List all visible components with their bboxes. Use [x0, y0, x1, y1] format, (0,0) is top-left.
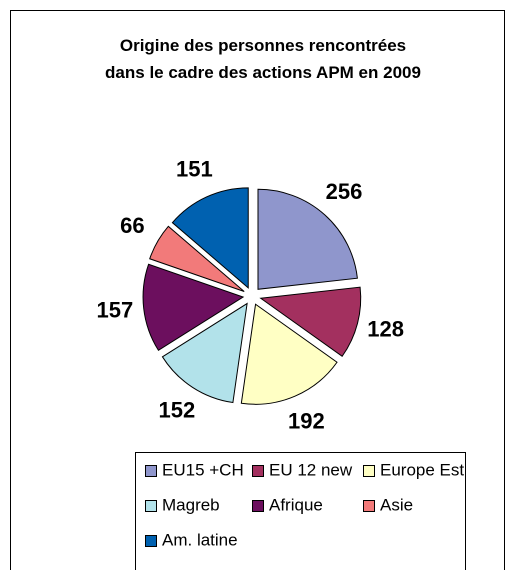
pie-slice	[142, 263, 245, 351]
legend-label: Asie	[380, 495, 413, 514]
pie-slice	[259, 286, 362, 357]
legend-label: Magreb	[162, 495, 220, 514]
legend-label: Europe Est	[380, 460, 464, 479]
legend-swatch	[145, 465, 157, 477]
legend-label: Am. latine	[162, 530, 238, 549]
value-label: 256	[326, 179, 363, 204]
legend-swatch	[252, 500, 264, 512]
pie-slice	[149, 225, 245, 292]
pie-slice	[161, 302, 248, 404]
legend-swatch	[145, 500, 157, 512]
legend-swatch	[145, 535, 157, 547]
chart-title: Origine des personnes rencontrées dans le…	[105, 36, 421, 82]
pie-slice	[257, 188, 358, 290]
value-label: 157	[97, 298, 134, 323]
value-label: 192	[288, 409, 325, 434]
legend-swatch	[363, 465, 375, 477]
legend-label: EU15 +CH	[162, 460, 244, 479]
legend-box	[135, 452, 466, 570]
legend-swatch	[363, 500, 375, 512]
legend-label: EU 12 new	[269, 460, 353, 479]
value-label: 151	[176, 156, 213, 181]
value-label: 66	[120, 213, 144, 238]
pie-slice	[171, 187, 249, 289]
legend-label: Afrique	[269, 495, 323, 514]
pie-slice	[240, 303, 338, 405]
value-label: 152	[158, 398, 195, 423]
legend-swatch	[252, 465, 264, 477]
value-label: 128	[367, 316, 404, 341]
